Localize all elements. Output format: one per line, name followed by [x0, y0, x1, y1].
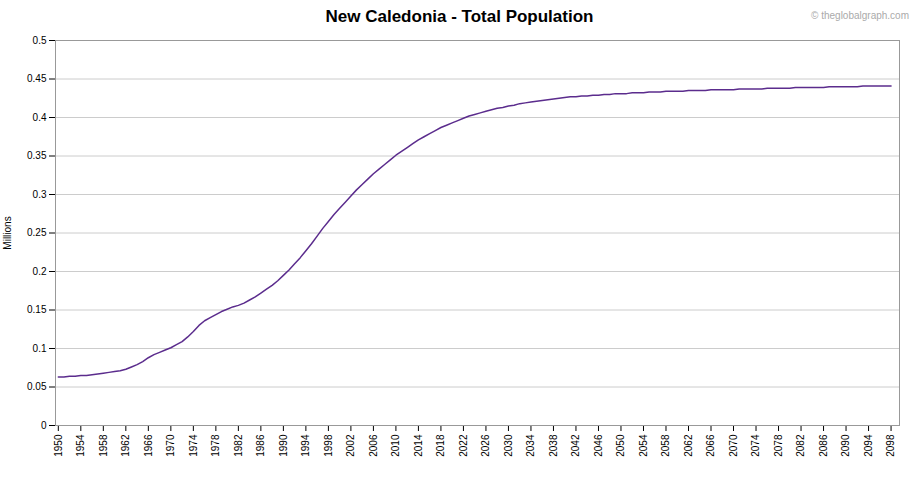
svg-text:2098: 2098 — [885, 434, 896, 457]
svg-text:2046: 2046 — [593, 434, 604, 457]
svg-text:2058: 2058 — [660, 434, 671, 457]
html-text:© theglobalgraph.com: © theglobalgraph.com — [811, 10, 909, 21]
svg-text:1982: 1982 — [233, 434, 244, 457]
svg-text:2070: 2070 — [728, 434, 739, 457]
svg-text:0.5: 0.5 — [33, 35, 47, 46]
svg-text:1998: 1998 — [323, 434, 334, 457]
svg-text:0.1: 0.1 — [33, 343, 47, 354]
svg-text:1970: 1970 — [165, 434, 176, 457]
svg-text:2034: 2034 — [525, 434, 536, 457]
svg-text:2006: 2006 — [368, 434, 379, 457]
svg-text:2030: 2030 — [503, 434, 514, 457]
svg-text:0.35: 0.35 — [27, 150, 47, 161]
svg-text:2062: 2062 — [683, 434, 694, 457]
svg-text:1978: 1978 — [210, 434, 221, 457]
svg-text:2026: 2026 — [480, 434, 491, 457]
svg-text:2066: 2066 — [705, 434, 716, 457]
svg-text:2002: 2002 — [345, 434, 356, 457]
svg-text:Millions: Millions — [2, 216, 13, 249]
svg-text:1990: 1990 — [278, 434, 289, 457]
svg-text:2078: 2078 — [773, 434, 784, 457]
svg-text:2094: 2094 — [863, 434, 874, 457]
svg-text:2042: 2042 — [570, 434, 581, 457]
svg-text:2010: 2010 — [390, 434, 401, 457]
svg-text:1994: 1994 — [300, 434, 311, 457]
svg-text:0.3: 0.3 — [33, 189, 47, 200]
svg-text:2050: 2050 — [615, 434, 626, 457]
svg-text:0.15: 0.15 — [27, 304, 47, 315]
svg-text:1966: 1966 — [143, 434, 154, 457]
svg-text:1986: 1986 — [255, 434, 266, 457]
svg-text:1950: 1950 — [53, 434, 64, 457]
svg-text:0: 0 — [41, 420, 47, 431]
svg-text:2082: 2082 — [795, 434, 806, 457]
svg-text:0.45: 0.45 — [27, 73, 47, 84]
svg-text:0.05: 0.05 — [27, 381, 47, 392]
svg-text:1974: 1974 — [188, 434, 199, 457]
svg-text:1958: 1958 — [98, 434, 109, 457]
svg-text:0.4: 0.4 — [33, 112, 47, 123]
svg-text:2022: 2022 — [458, 434, 469, 457]
svg-text:2038: 2038 — [548, 434, 559, 457]
svg-text:2086: 2086 — [818, 434, 829, 457]
svg-text:2018: 2018 — [435, 434, 446, 457]
svg-text:1962: 1962 — [120, 434, 131, 457]
svg-text:0.25: 0.25 — [27, 227, 47, 238]
html-text:New Caledonia - Total Populati: New Caledonia - Total Population — [325, 7, 594, 26]
svg-text:2074: 2074 — [750, 434, 761, 457]
svg-text:0.2: 0.2 — [33, 266, 47, 277]
svg-text:2054: 2054 — [638, 434, 649, 457]
svg-text:2090: 2090 — [840, 434, 851, 457]
svg-text:2014: 2014 — [413, 434, 424, 457]
svg-text:1954: 1954 — [75, 434, 86, 457]
